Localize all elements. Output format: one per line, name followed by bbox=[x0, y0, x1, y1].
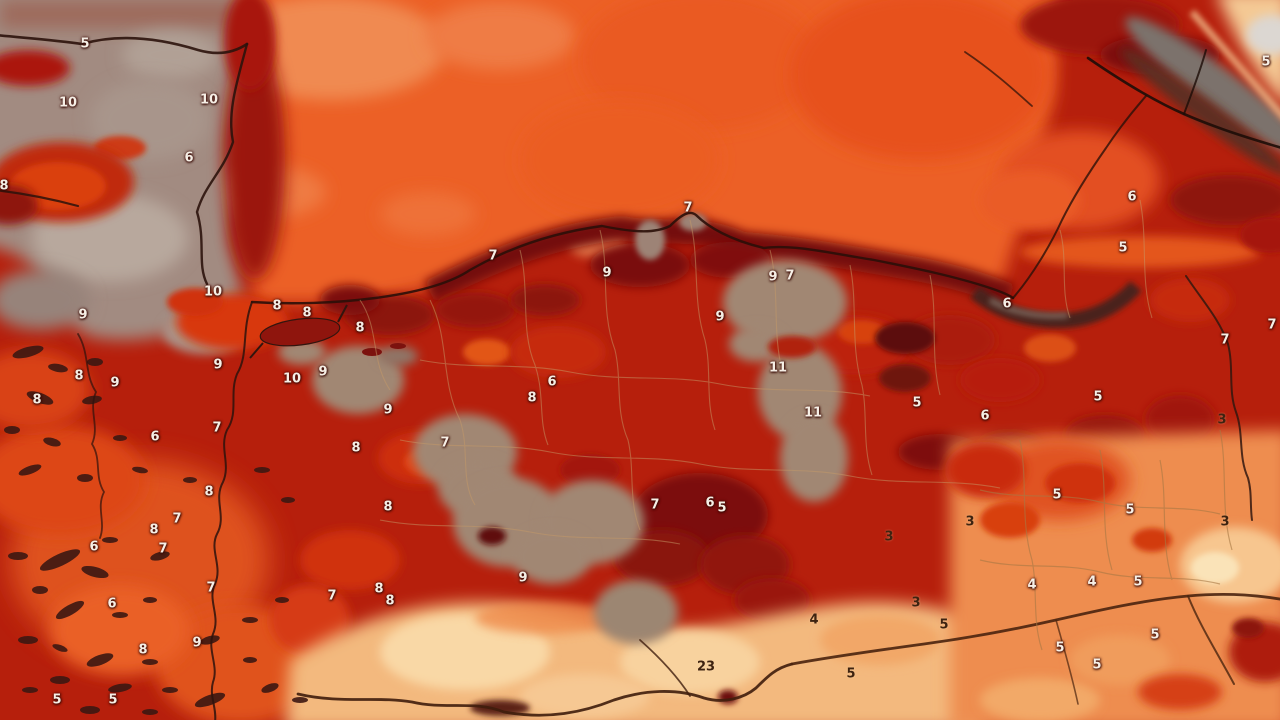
balkans-land-layer bbox=[0, 0, 285, 354]
southeast-borders-layer bbox=[979, 429, 1233, 651]
mountain-ridge-layer bbox=[875, 0, 1280, 354]
country-borders-layer bbox=[0, 34, 1280, 720]
plateau-gray-layer bbox=[278, 213, 848, 644]
marmara-lakes-layer bbox=[249, 304, 738, 716]
province-borders-layer bbox=[359, 199, 1153, 545]
aegean-islands-layer bbox=[4, 345, 308, 715]
